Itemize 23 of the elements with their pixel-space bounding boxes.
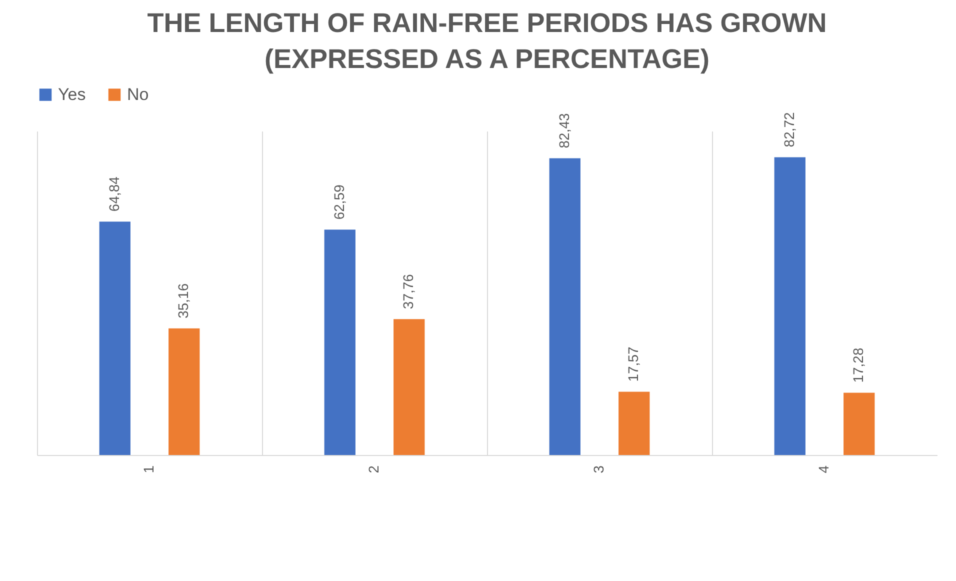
- bar: [99, 222, 130, 455]
- data-label: 82,72: [780, 112, 797, 148]
- x-tick-label: 4: [816, 465, 832, 474]
- legend-label: No: [127, 84, 149, 104]
- data-label: 82,43: [556, 113, 572, 148]
- data-label: 35,16: [175, 283, 192, 318]
- bar: [618, 392, 650, 455]
- x-tick-label: 1: [140, 465, 156, 474]
- data-label: 37,76: [400, 274, 416, 310]
- bar: [394, 319, 425, 455]
- data-label: 64,84: [106, 176, 122, 212]
- chart-title: THE LENGTH OF RAIN-FREE PERIODS HAS GROWN (EXPRESSED AS A PERCENTAGE): [147, 8, 827, 74]
- data-label: 62,59: [330, 184, 347, 220]
- bar: [774, 157, 806, 455]
- data-label: 17,57: [625, 346, 642, 382]
- bar: [324, 230, 356, 455]
- data-label: 17,28: [850, 348, 866, 383]
- x-tick-label: 2: [366, 465, 382, 474]
- bar: [549, 158, 580, 455]
- bar: [168, 328, 200, 455]
- legend-label: Yes: [58, 84, 86, 104]
- bar: [844, 392, 875, 455]
- x-tick-label: 3: [590, 465, 606, 474]
